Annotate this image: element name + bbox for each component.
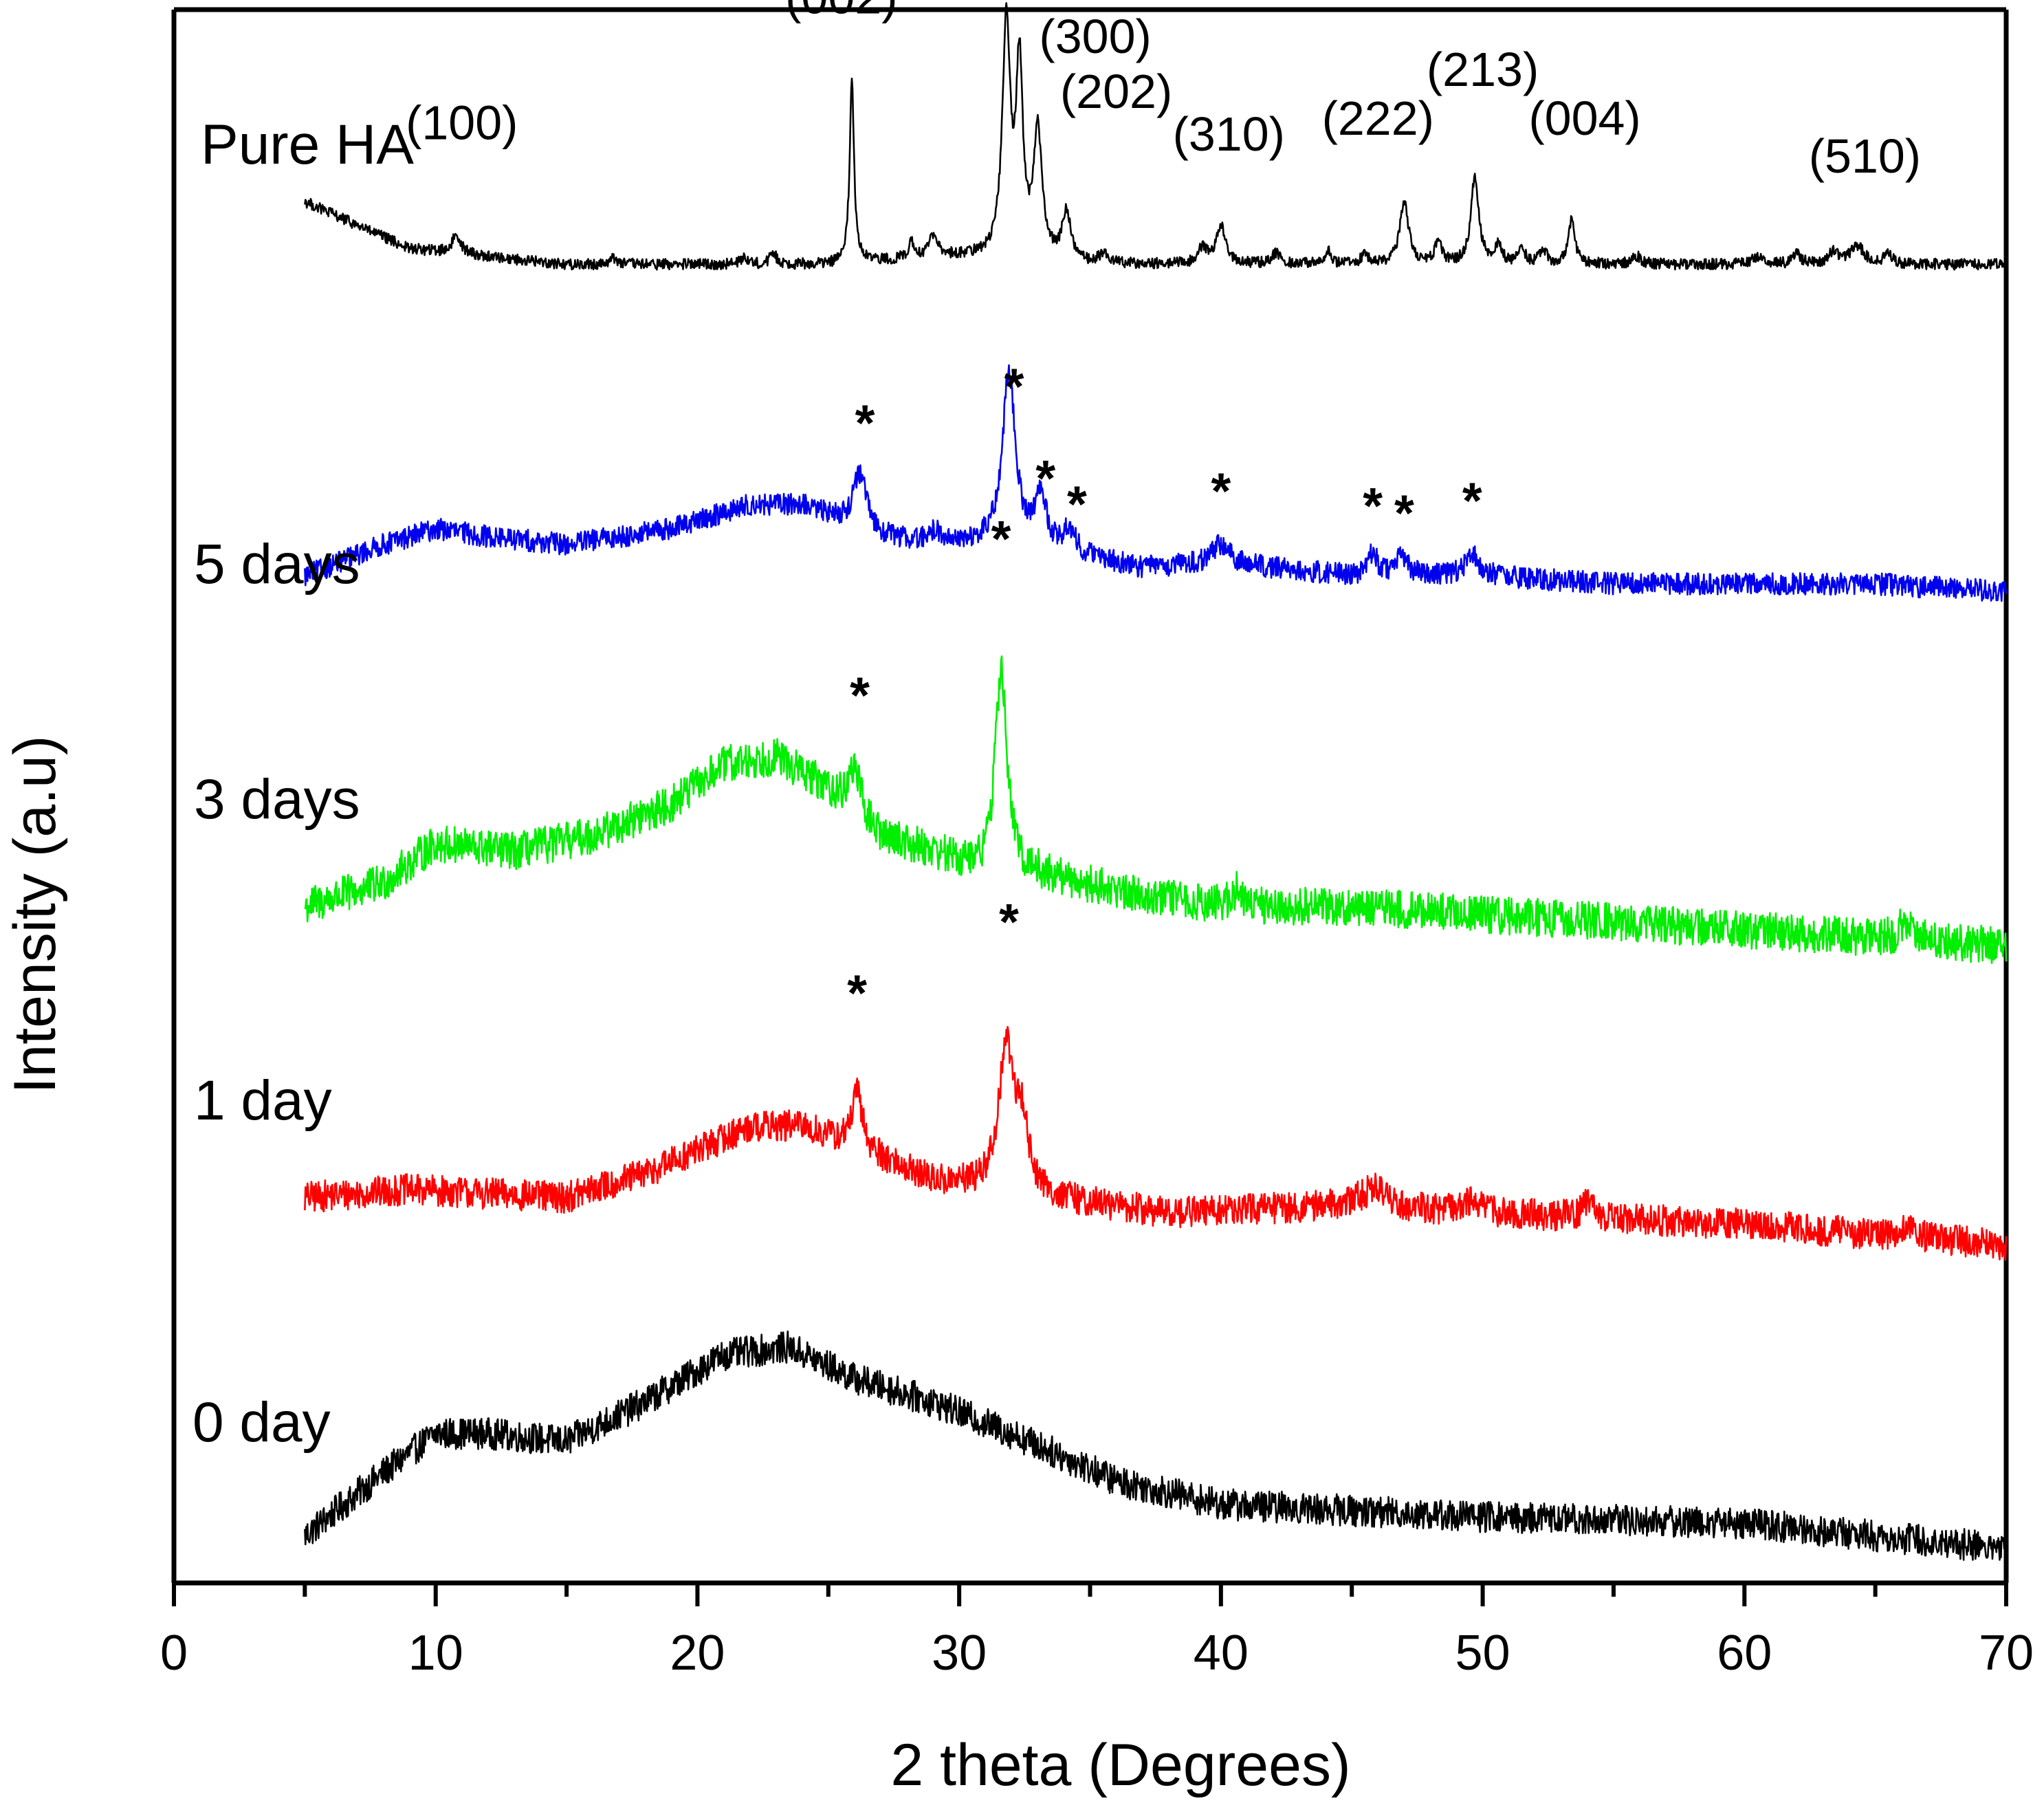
series-label-3-days: 3 days (194, 768, 360, 831)
series-label-5-days: 5 days (194, 533, 360, 595)
miller-index-label: (310) (1173, 107, 1285, 161)
peak-asterisk: * (1363, 477, 1383, 534)
x-tick-label: 30 (932, 1626, 987, 1681)
peak-asterisk: * (1035, 450, 1055, 507)
peak-asterisk: * (1462, 472, 1482, 529)
miller-index-label: (510) (1809, 129, 1921, 183)
peak-asterisk: * (1004, 358, 1024, 415)
y-axis-title: Intensity (a.u) (2, 736, 68, 1094)
peak-asterisk: * (847, 964, 867, 1021)
x-tick-label: 10 (408, 1626, 463, 1681)
peak-asterisk: * (1211, 463, 1231, 520)
peak-asterisk: * (855, 394, 875, 451)
x-tick-label: 40 (1194, 1626, 1249, 1681)
miller-index-label: (202) (1060, 65, 1172, 118)
x-tick-label: 50 (1455, 1626, 1510, 1681)
series-label-pure-ha: Pure HA (201, 113, 414, 176)
x-tick-label: 60 (1717, 1626, 1772, 1681)
peak-asterisk: * (1067, 475, 1087, 532)
series-label-1-day: 1 day (194, 1069, 332, 1132)
series-line-pure-ha (304, 2, 2008, 271)
x-axis-title: 2 theta (Degrees) (890, 1732, 1350, 1798)
series-line-1-day (304, 1026, 2008, 1261)
miller-index-label: (300) (1039, 10, 1151, 63)
peak-asterisk: * (1394, 484, 1414, 541)
x-tick-label: 0 (160, 1626, 188, 1681)
x-axis: 0 10 20 30 40 50 60 70 (160, 1583, 2034, 1681)
peak-asterisk: * (999, 893, 1019, 950)
series-layer (304, 2, 2008, 1561)
series-line-5-days (304, 364, 2008, 602)
miller-index-label: (213) (1427, 43, 1539, 96)
series-line-0-day (304, 1330, 2008, 1561)
miller-index-label: (100) (406, 96, 518, 150)
peak-asterisk: * (850, 666, 870, 723)
series-label-0-day: 0 day (193, 1391, 331, 1454)
series-line-3-days (304, 655, 2008, 964)
miller-index-label: (002) (785, 0, 897, 24)
peak-asterisk: * (991, 510, 1011, 567)
miller-index-label: (222) (1322, 91, 1434, 145)
x-tick-label: 20 (670, 1626, 725, 1681)
miller-index-label: (004) (1528, 91, 1640, 145)
x-tick-label: 70 (1979, 1626, 2034, 1681)
